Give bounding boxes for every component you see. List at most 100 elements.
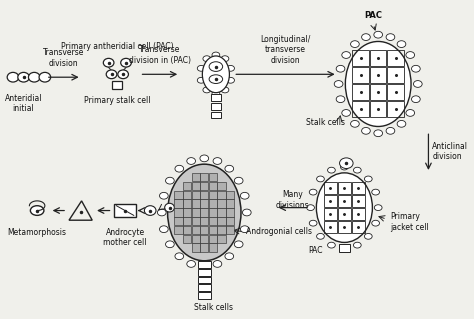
Ellipse shape (106, 70, 117, 79)
Ellipse shape (157, 209, 166, 216)
Bar (198, 285, 211, 291)
Ellipse shape (225, 253, 234, 260)
Bar (352, 67, 369, 84)
Ellipse shape (351, 121, 359, 127)
Text: Androgonial cells: Androgonial cells (246, 227, 312, 236)
Bar (218, 217, 226, 226)
Ellipse shape (200, 155, 209, 162)
Bar (370, 85, 386, 100)
Bar (191, 226, 200, 234)
Ellipse shape (413, 81, 422, 87)
Bar (209, 182, 217, 190)
Bar (210, 112, 221, 118)
Ellipse shape (121, 58, 131, 67)
Bar (387, 101, 404, 117)
Bar (209, 243, 217, 252)
Bar (209, 235, 217, 243)
Bar (174, 217, 182, 226)
Bar (112, 81, 122, 89)
Bar (191, 182, 200, 190)
Bar (191, 208, 200, 217)
Bar (226, 191, 234, 199)
Bar (338, 182, 351, 194)
Text: Primary antheridial cell (PAC): Primary antheridial cell (PAC) (61, 42, 173, 51)
Bar (218, 226, 226, 234)
Ellipse shape (374, 205, 382, 211)
Ellipse shape (213, 261, 222, 267)
Bar (218, 182, 226, 190)
Ellipse shape (145, 206, 156, 215)
Ellipse shape (160, 192, 168, 199)
Bar (200, 182, 209, 190)
Text: Metamorphosis: Metamorphosis (8, 228, 67, 237)
Ellipse shape (354, 167, 361, 173)
Bar (324, 208, 337, 220)
Bar (200, 191, 209, 199)
Text: Anticlinal
division: Anticlinal division (432, 142, 468, 161)
Ellipse shape (18, 72, 29, 82)
Bar (183, 191, 191, 199)
Bar (226, 226, 234, 234)
Ellipse shape (342, 52, 350, 58)
Ellipse shape (317, 234, 324, 239)
Bar (174, 191, 182, 199)
Ellipse shape (397, 41, 406, 48)
Bar (183, 217, 191, 226)
Ellipse shape (411, 65, 420, 72)
Ellipse shape (203, 87, 210, 93)
Bar (198, 292, 211, 299)
Ellipse shape (234, 177, 243, 184)
Bar (174, 226, 182, 234)
Bar (387, 85, 404, 100)
Ellipse shape (165, 241, 174, 248)
Ellipse shape (200, 263, 209, 270)
Bar (338, 221, 351, 233)
Ellipse shape (309, 220, 317, 226)
Ellipse shape (334, 81, 343, 87)
Ellipse shape (212, 91, 220, 97)
Bar (324, 182, 337, 194)
Ellipse shape (202, 56, 229, 93)
Ellipse shape (209, 62, 223, 71)
Bar (198, 261, 211, 268)
Bar (209, 199, 217, 208)
Ellipse shape (187, 261, 195, 267)
Ellipse shape (7, 72, 19, 82)
Ellipse shape (28, 72, 40, 82)
Text: Androcyte
mother cell: Androcyte mother cell (103, 228, 147, 247)
Bar (191, 235, 200, 243)
Bar (209, 173, 217, 182)
Ellipse shape (197, 78, 205, 83)
Bar (191, 199, 200, 208)
Bar (210, 103, 221, 109)
Bar (191, 191, 200, 199)
Ellipse shape (187, 158, 195, 164)
Ellipse shape (374, 31, 383, 38)
Bar (218, 191, 226, 199)
Ellipse shape (209, 75, 223, 84)
Text: Primary
jacket cell: Primary jacket cell (390, 212, 428, 232)
Bar (352, 182, 365, 194)
Text: Transverse
division in (PAC): Transverse division in (PAC) (129, 45, 191, 65)
Bar (324, 221, 337, 233)
Bar (387, 67, 404, 84)
Ellipse shape (386, 34, 395, 41)
Ellipse shape (372, 220, 380, 226)
Bar (183, 226, 191, 234)
Text: Anteridial
initial: Anteridial initial (5, 94, 42, 113)
Ellipse shape (354, 242, 361, 248)
Bar (338, 244, 350, 252)
Ellipse shape (336, 96, 345, 103)
Ellipse shape (39, 72, 51, 82)
Text: Many
divisions: Many divisions (275, 190, 309, 210)
Ellipse shape (168, 164, 241, 261)
Ellipse shape (225, 165, 234, 172)
Ellipse shape (362, 34, 370, 41)
Bar (352, 85, 369, 100)
Bar (324, 195, 337, 207)
Bar (183, 182, 191, 190)
Ellipse shape (336, 65, 345, 72)
Ellipse shape (397, 121, 406, 127)
Bar (183, 235, 191, 243)
Ellipse shape (118, 70, 128, 79)
